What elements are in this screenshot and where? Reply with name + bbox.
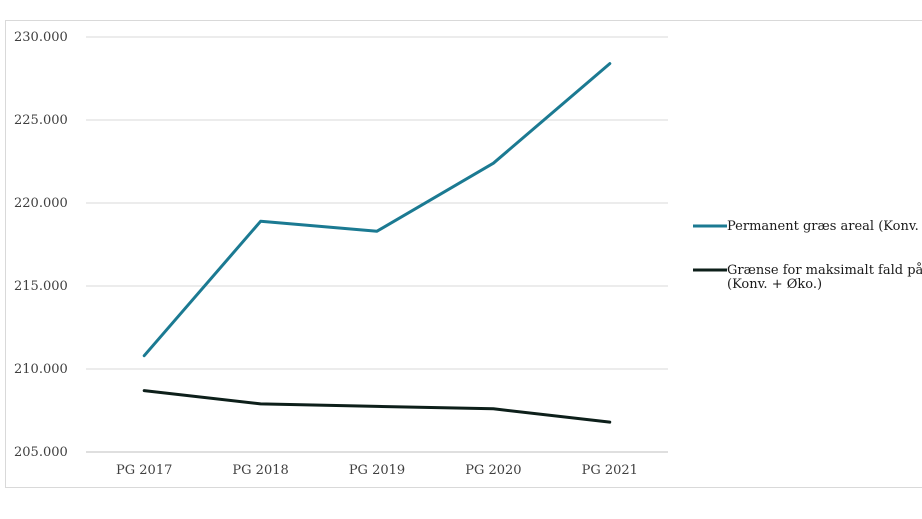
x-axis-ticks: PG 2017 PG 2018 PG 2019 PG 2020 PG 2021	[116, 463, 638, 478]
legend-label: Grænse for maksimalt fald på 5%	[727, 262, 922, 278]
chart-frame	[5, 20, 922, 488]
y-tick-label: 230.000	[14, 30, 68, 45]
legend-label: (Konv. + Øko.)	[727, 277, 822, 292]
x-tick-label: PG 2017	[116, 463, 172, 478]
legend-label: Permanent græs areal (Konv. + Øko.)	[727, 219, 922, 234]
y-axis-ticks: 205.000 210.000 215.000 220.000 225.000 230.0…	[14, 30, 68, 460]
y-tick-label: 220.000	[14, 196, 68, 211]
gridlines	[86, 36, 668, 453]
series-lines	[142, 62, 612, 424]
x-tick-label: PG 2019	[349, 463, 405, 478]
y-tick-label: 215.000	[14, 279, 68, 294]
x-tick-label: PG 2018	[232, 463, 288, 478]
series-line-1	[142, 62, 612, 358]
y-tick-label: 225.000	[14, 113, 68, 128]
y-tick-label: 210.000	[14, 362, 68, 377]
legend: Permanent græs areal (Konv. + Øko.) Græns…	[693, 219, 922, 292]
y-tick-label: 205.000	[14, 445, 68, 460]
x-tick-label: PG 2021	[582, 463, 638, 478]
x-tick-label: PG 2020	[465, 463, 521, 478]
